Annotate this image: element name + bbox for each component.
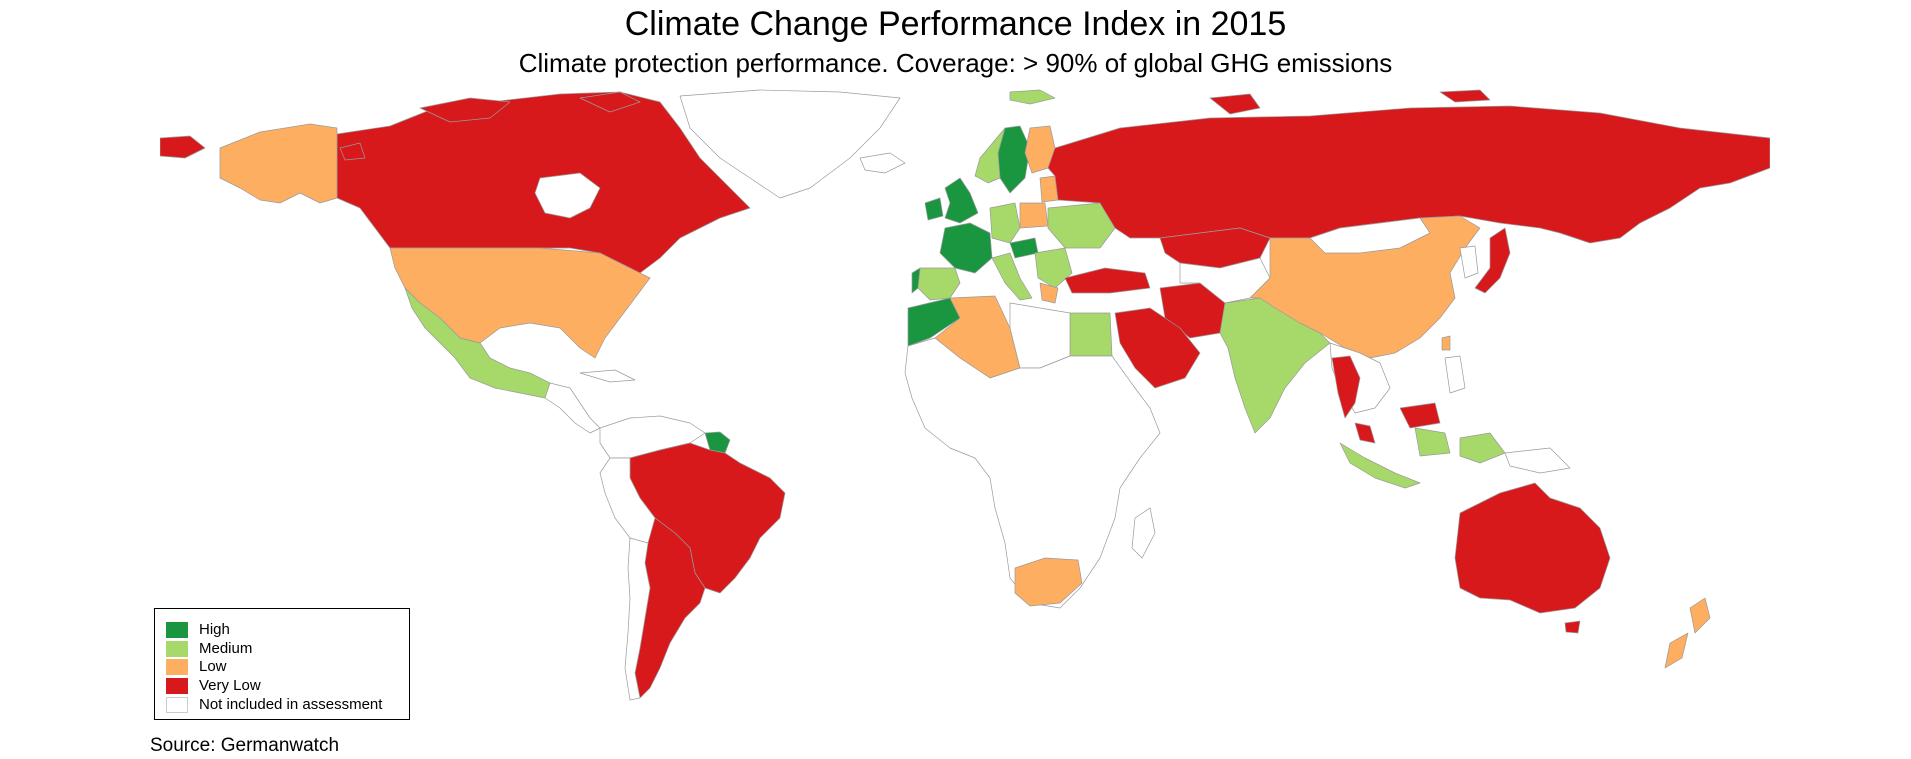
country-central-europe (1009, 237, 1039, 259)
legend-label: Low (199, 658, 227, 676)
country-poland (1019, 202, 1049, 229)
country-japan (1474, 227, 1511, 294)
country-greenland (679, 89, 901, 199)
legend-item-low: Low (166, 658, 409, 677)
country-svalbard (1009, 89, 1056, 105)
country-portugal (911, 267, 921, 294)
world-map (160, 89, 1770, 701)
country-indonesia (1339, 427, 1506, 489)
country-spain (917, 267, 961, 301)
country-north-africa-rest (1009, 302, 1071, 369)
country-thailand (1331, 355, 1361, 419)
country-papua (1504, 447, 1571, 474)
country-chile (624, 537, 651, 701)
legend-label: Very Low (199, 677, 261, 695)
country-alaska (219, 123, 338, 204)
country-turkey (1064, 267, 1151, 294)
country-tasmania (1564, 620, 1581, 634)
country-greece (1039, 282, 1059, 304)
legend-swatch (166, 640, 188, 657)
legend-item-very-low: Very Low (166, 677, 409, 696)
country-madagascar (1131, 507, 1156, 559)
legend-label: Medium (199, 639, 253, 657)
legend-swatch (166, 678, 188, 695)
country-korea (1459, 245, 1479, 279)
legend-swatch (166, 659, 188, 676)
country-guyana-suriname (704, 431, 731, 454)
source-note: Source: Germanwatch (150, 735, 340, 756)
map-title: Climate Change Performance Index in 2015 (624, 5, 1287, 43)
country-philippines (1444, 355, 1466, 394)
country-italy (991, 252, 1033, 301)
country-france (939, 222, 993, 274)
country-russia-islands (1209, 89, 1491, 115)
legend-swatch (166, 622, 188, 639)
country-usa (389, 247, 651, 359)
legend-label: High (199, 621, 230, 639)
country-morocco (907, 297, 961, 347)
country-canada-islands (339, 91, 641, 161)
legend-item-high: High (166, 621, 409, 640)
country-new-zealand (1664, 597, 1711, 669)
legend-item-medium: Medium (166, 640, 409, 659)
map-legend: High Medium Low Very Low Not included in ass… (154, 608, 410, 720)
country-balkans (1034, 247, 1073, 289)
country-egypt (1069, 312, 1113, 357)
country-africa-body (904, 337, 1161, 609)
country-germany (989, 202, 1021, 244)
country-saudi-arabia (1114, 307, 1201, 389)
country-russia-west-tip (160, 135, 206, 159)
country-mongolia (1309, 217, 1431, 254)
legend-item-not-included: Not included in assessment (166, 695, 409, 714)
country-russia (1047, 105, 1770, 244)
map-subtitle: Climate protection performance. Coverage… (518, 48, 1393, 78)
legend-swatch (166, 696, 188, 713)
country-australia (1454, 482, 1611, 614)
country-ireland (924, 197, 944, 221)
country-iceland (859, 152, 906, 174)
legend-label: Not included in assessment (199, 695, 383, 713)
country-south-africa (1014, 557, 1083, 607)
country-taiwan (1441, 335, 1451, 351)
hudson-bay (534, 172, 601, 219)
country-malaysia (1354, 402, 1441, 444)
country-cuba (579, 369, 636, 383)
country-central-america (544, 382, 601, 434)
country-norway (974, 127, 1006, 184)
country-uk (944, 177, 979, 224)
